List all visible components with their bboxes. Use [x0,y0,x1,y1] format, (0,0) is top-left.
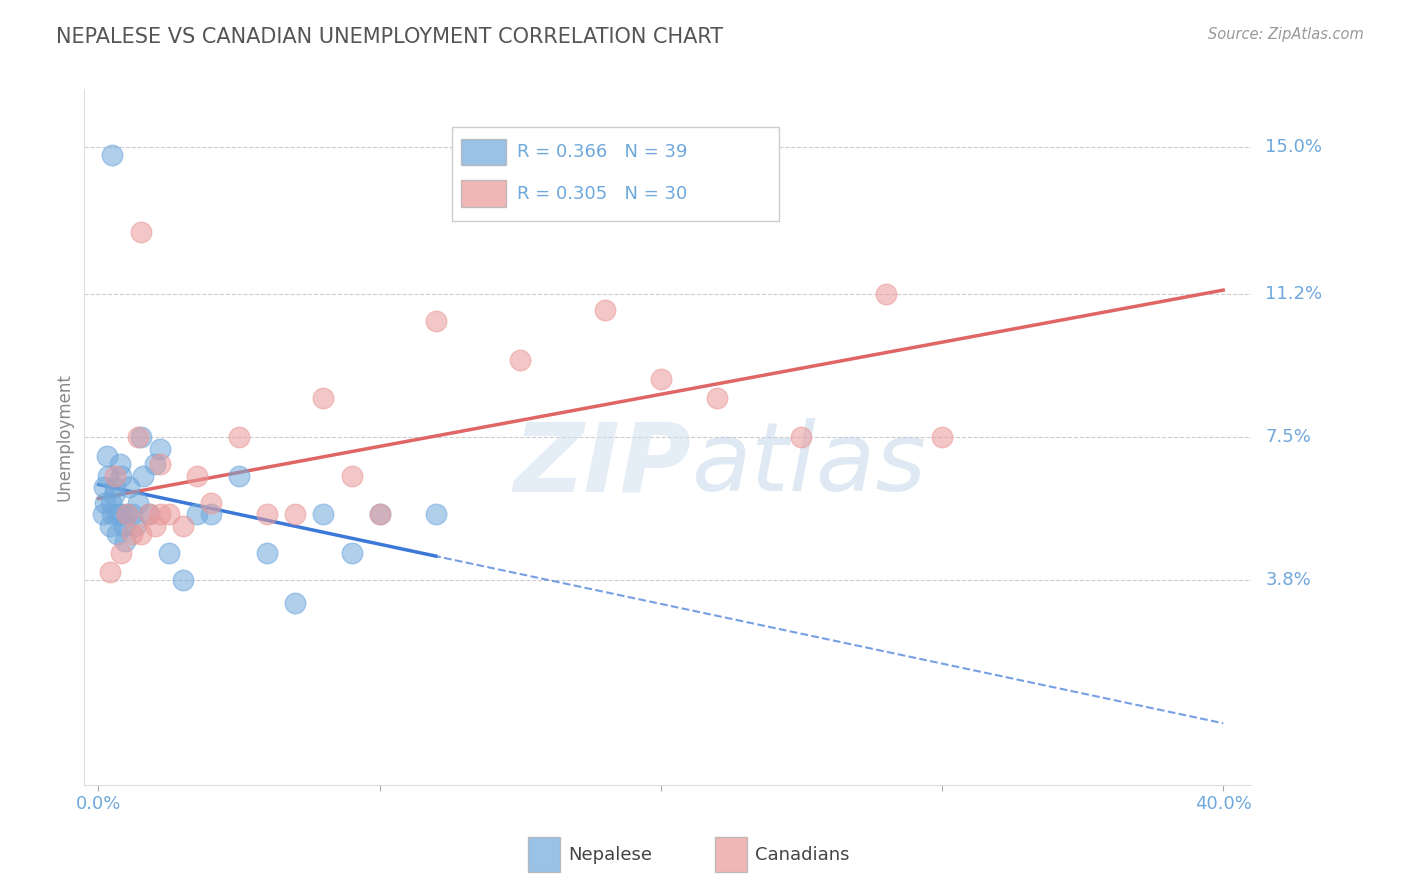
Point [143,519,166,533]
Y-axis label: Unemployment: Unemployment [55,373,73,501]
Point [149,457,172,471]
Point [129,526,152,541]
FancyBboxPatch shape [714,837,747,872]
Point [172,519,194,533]
Point [138,508,160,522]
FancyBboxPatch shape [461,138,506,165]
Point [107,508,129,522]
FancyBboxPatch shape [527,837,561,872]
Point [108,457,131,471]
Text: ZIP: ZIP [513,418,692,511]
Text: Nepalese: Nepalese [568,846,652,863]
Point [101,508,124,522]
Point [340,546,363,560]
Point [103,488,125,502]
Point [94,496,117,510]
Text: 7.5%: 7.5% [1265,428,1312,446]
Point [149,508,172,522]
FancyBboxPatch shape [461,180,506,207]
Point [129,225,152,239]
Point [172,573,194,587]
Point [368,508,391,522]
Point [121,508,143,522]
Text: R = 0.305   N = 30: R = 0.305 N = 30 [517,185,688,202]
Point [112,519,135,533]
Point [157,546,180,560]
Point [186,468,208,483]
Text: NEPALESE VS CANADIAN UNEMPLOYMENT CORRELATION CHART: NEPALESE VS CANADIAN UNEMPLOYMENT CORREL… [56,27,723,46]
Point [256,546,278,560]
Point [101,148,124,162]
Point [91,508,114,522]
Point [96,450,118,464]
Point [312,508,335,522]
Point [790,430,813,444]
Point [110,468,132,483]
Point [931,430,953,444]
Point [312,392,335,406]
Point [105,526,128,541]
Point [129,430,152,444]
Point [115,508,138,522]
FancyBboxPatch shape [451,128,779,221]
Point [138,508,160,522]
Text: Canadians: Canadians [755,846,849,863]
Text: Source: ZipAtlas.com: Source: ZipAtlas.com [1208,27,1364,42]
Point [149,442,172,456]
Point [228,430,250,444]
Point [121,526,143,541]
Point [132,468,155,483]
Point [425,508,447,522]
Point [200,508,222,522]
Text: R = 0.366   N = 39: R = 0.366 N = 39 [517,143,688,161]
Point [143,457,166,471]
Point [509,352,531,367]
Point [228,468,250,483]
Point [650,372,672,386]
Point [186,508,208,522]
Point [284,596,307,610]
Point [875,287,897,301]
Text: 11.2%: 11.2% [1265,285,1323,303]
Point [118,480,141,494]
Text: 15.0%: 15.0% [1265,138,1323,156]
Point [124,519,146,533]
Point [200,496,222,510]
Point [368,508,391,522]
Point [340,468,363,483]
Point [98,566,121,580]
Text: 3.8%: 3.8% [1265,571,1312,589]
Point [111,508,134,522]
Point [93,480,115,494]
Point [425,314,447,328]
Point [114,534,136,549]
Point [110,546,132,560]
Point [127,430,149,444]
Point [706,392,728,406]
Point [98,519,121,533]
Text: atlas: atlas [692,418,927,511]
Point [100,496,122,510]
Point [593,302,616,317]
Point [157,508,180,522]
Point [104,468,127,483]
Point [284,508,307,522]
Point [104,480,127,494]
Point [115,508,138,522]
Point [256,508,278,522]
Point [127,496,149,510]
Point [97,468,120,483]
